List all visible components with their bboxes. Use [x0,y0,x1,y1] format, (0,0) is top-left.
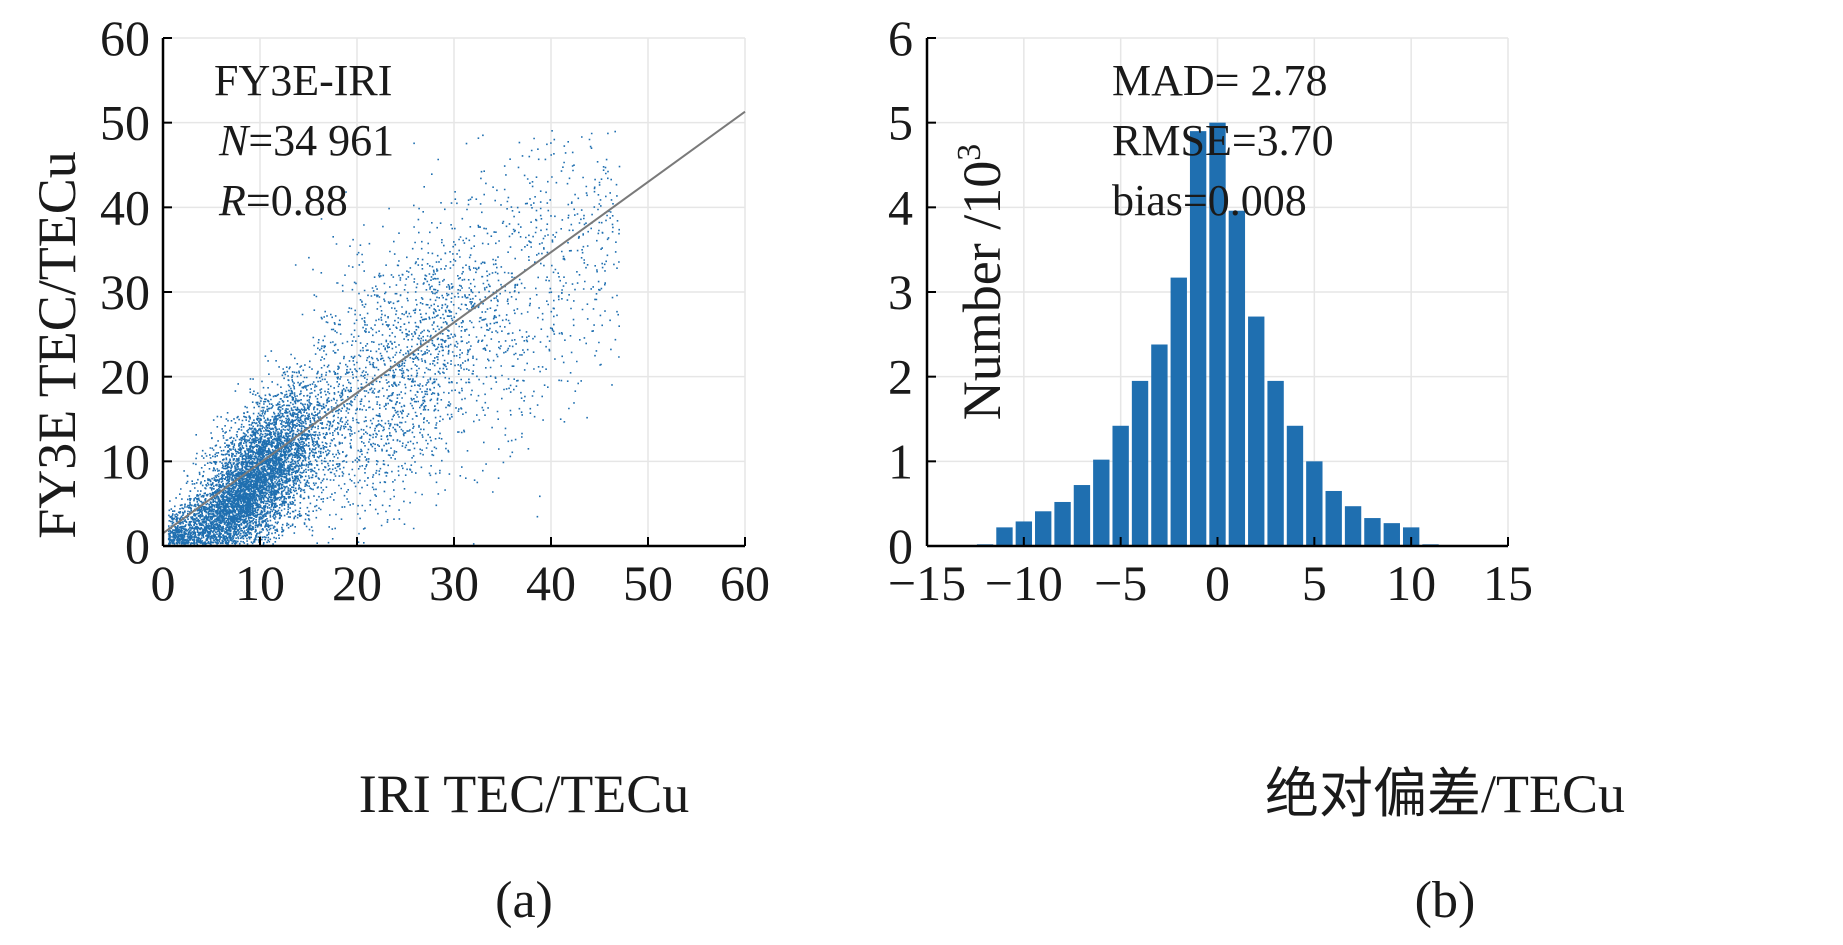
scatter-y-tick-label: 20 [100,349,150,405]
scatter-x-tick-label: 50 [623,555,673,611]
scatter-points [167,130,621,546]
histogram-x-tick-label: −10 [985,555,1063,611]
histogram-bar [1364,518,1381,546]
scatter-y-tick-label: 0 [125,518,150,574]
scatter-x-axis-label: IRI TEC/TECu [359,764,690,824]
r-symbol: R [218,176,246,225]
scatter-annotation-n: N=34 961 [218,116,394,165]
histogram-bar [1402,527,1420,546]
histogram-y-tick-label: 1 [888,433,913,489]
scatter-y-tick-labels: 0 10 20 30 40 50 60 [100,10,150,574]
scatter-y-tick-label: 30 [100,264,150,320]
histogram-y-tick-labels: 0 1 2 3 4 5 6 [888,10,913,574]
histogram-x-tick-label: 0 [1205,555,1230,611]
histogram-axes [925,37,1509,548]
histogram-bar [1054,501,1071,546]
histogram-x-tick-label: 10 [1386,555,1436,611]
histogram-bar [1248,316,1265,546]
histogram-annotation-rmse: RMSE=3.70 [1112,116,1334,165]
scatter-x-tick-label: 40 [526,555,576,611]
histogram-bar [1344,506,1362,546]
panel-label-a: (a) [495,872,553,929]
scatter-y-tick-label: 50 [100,95,150,151]
scatter-x-tick-label: 30 [429,555,479,611]
histogram-annotation-mad: MAD= 2.78 [1112,56,1328,105]
histogram-bar [1073,485,1091,546]
histogram-x-axis-label: 绝对偏差/TECu [1265,764,1625,824]
histogram-y-tick-label: 6 [888,10,913,66]
histogram-bar [1209,122,1226,547]
histogram-bar [1015,521,1033,546]
histogram-bar [1286,425,1304,546]
histogram-bar [1093,459,1110,546]
histogram-bar [1267,380,1284,546]
histogram-bar [1112,425,1129,546]
histogram-y-tick-label: 2 [888,349,913,405]
r-value: =0.88 [246,176,348,225]
histogram-bar [1228,210,1246,546]
scatter-annotation-name: FY3E-IRI [214,56,392,105]
histogram-bar [1170,277,1187,546]
histogram-bar [1383,523,1400,546]
n-value: =34 961 [248,116,394,165]
scatter-x-tick-label: 0 [151,555,176,611]
n-symbol: N [218,116,251,165]
scatter-y-tick-label: 60 [100,10,150,66]
histogram-bar [1151,344,1168,546]
scatter-x-tick-labels: 0 10 20 30 40 50 60 [151,555,771,611]
histogram-x-tick-label: −5 [1094,555,1147,611]
scatter-point-cloud [167,130,621,546]
histogram-bar [1325,490,1342,546]
histogram-bars [976,122,1439,547]
y-label-base: Number /10 [952,161,1012,420]
histogram-bar [1035,511,1052,546]
histogram-x-tick-label: 5 [1302,555,1327,611]
scatter-x-tick-label: 60 [720,555,770,611]
scatter-y-tick-label: 40 [100,179,150,235]
histogram-x-tick-label: −15 [888,555,966,611]
histogram-bar [1306,461,1323,546]
scatter-y-tick-label: 10 [100,433,150,489]
histogram-y-tick-label: 5 [888,95,913,151]
panel-label-b: (b) [1415,872,1476,929]
fit-line [162,110,746,535]
scatter-panel: 0 10 20 30 40 50 60 0 10 20 30 40 50 60 FY3E-IRI N=3… [27,10,770,929]
histogram-bar [1189,131,1207,546]
histogram-y-tick-label: 0 [888,518,913,574]
y-label-exponent: 3 [951,144,988,161]
histogram-y-tick-label: 4 [888,179,913,235]
histogram-x-tick-label: 15 [1483,555,1533,611]
scatter-x-tick-label: 20 [332,555,382,611]
scatter-axes [161,37,746,548]
histogram-panel: −15 −10 −5 0 5 10 15 0 1 2 3 4 5 6 MAD= 2.78 RMSE=3.… [888,10,1625,929]
histogram-bar [996,527,1013,546]
histogram-x-tick-labels: −15 −10 −5 0 5 10 15 [888,555,1533,611]
histogram-bar [1131,380,1149,546]
histogram-annotation-bias: bias=0.008 [1112,176,1307,225]
scatter-annotation-r: R=0.88 [218,176,348,225]
histogram-y-tick-label: 3 [888,264,913,320]
scatter-y-axis-label: FY3E TEC/TECu [27,151,87,539]
scatter-x-tick-label: 10 [235,555,285,611]
histogram-y-axis-label: Number /103 [951,144,1012,420]
